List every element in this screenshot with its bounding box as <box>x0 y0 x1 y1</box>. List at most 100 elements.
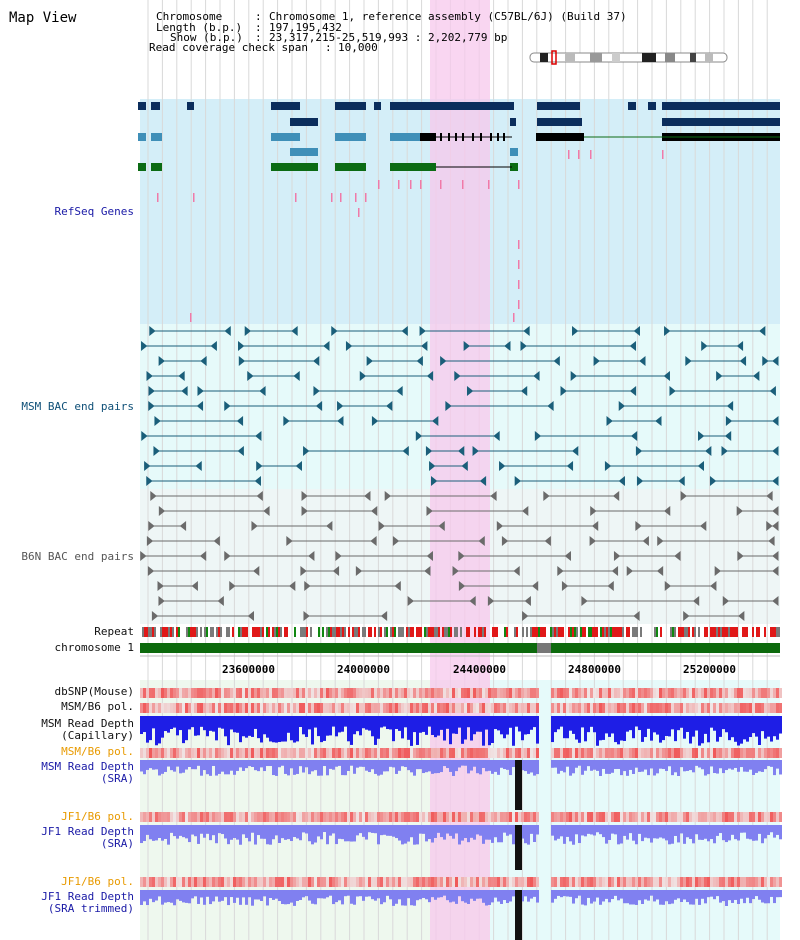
snp-cell <box>755 877 758 887</box>
snp-cell <box>665 877 668 887</box>
track-label-b6n-bac[interactable]: B6N BAC end pairs <box>21 550 134 563</box>
snp-cell <box>665 748 668 758</box>
depth-bar <box>251 760 254 767</box>
snp-cell <box>374 812 377 822</box>
snp-cell <box>566 812 569 822</box>
snp-cell <box>206 688 209 698</box>
msm-bac-end <box>572 445 579 457</box>
snp-cell <box>359 703 362 713</box>
depth-bar <box>521 825 524 839</box>
snp-cell <box>314 748 317 758</box>
repeat-mark <box>212 627 214 637</box>
depth-bar <box>284 760 287 774</box>
snp-cell <box>428 812 431 822</box>
snp-cell <box>407 703 410 713</box>
depth-bar <box>179 760 182 774</box>
msm-bac-end <box>457 445 465 457</box>
snp-cell <box>521 877 524 887</box>
snp-cell <box>320 748 323 758</box>
snp-cell <box>461 703 464 713</box>
gene-feature <box>390 133 420 141</box>
track-label-jf1-depth-trim-sub: (SRA trimmed) <box>47 902 134 915</box>
snp-cell <box>194 748 197 758</box>
depth-bar <box>263 890 266 897</box>
depth-bar <box>773 716 776 737</box>
depth-bar <box>470 716 473 741</box>
depth-bar <box>596 825 599 833</box>
snp-cell <box>683 748 686 758</box>
snp-cell <box>596 812 599 822</box>
depth-bar <box>173 716 176 728</box>
depth-bar <box>503 716 506 739</box>
snp-cell <box>284 877 287 887</box>
depth-bar <box>704 760 707 776</box>
snp-cell <box>524 688 527 698</box>
snp-cell <box>212 812 215 822</box>
depth-bar <box>194 890 197 897</box>
repeat-mark <box>726 627 728 637</box>
depth-bar <box>524 760 527 772</box>
depth-bar <box>482 760 485 768</box>
gene-feature <box>628 102 636 110</box>
snp-cell <box>452 688 455 698</box>
snp-cell <box>314 812 317 822</box>
depth-bar <box>527 825 530 845</box>
msm-bac-end <box>629 340 637 352</box>
repeat-mark <box>144 627 146 637</box>
depth-bar <box>563 716 566 739</box>
depth-bar <box>473 890 476 901</box>
depth-bar <box>596 760 599 771</box>
snp-cell <box>503 688 506 698</box>
depth-bar <box>434 760 437 774</box>
snp-cell <box>317 812 320 822</box>
depth-bar <box>770 716 773 742</box>
depth-bar <box>677 760 680 776</box>
snp-cell <box>320 812 323 822</box>
b6n-bac-end <box>158 595 165 607</box>
depth-bar <box>326 760 329 776</box>
snp-cell <box>266 877 269 887</box>
depth-bar <box>308 760 311 775</box>
b6n-bac-end <box>308 550 315 562</box>
snp-cell <box>374 877 377 887</box>
msm-bac-end <box>323 340 330 352</box>
depth-bar <box>716 825 719 836</box>
snp-cell <box>575 748 578 758</box>
depth-bar <box>710 716 713 728</box>
depth-bar <box>680 825 683 834</box>
snp-cell <box>620 877 623 887</box>
repeat-mark <box>584 627 586 637</box>
snp-cell <box>380 748 383 758</box>
track-label-refseq[interactable]: RefSeq Genes <box>54 205 134 218</box>
snp-cell <box>479 812 482 822</box>
snp-cell <box>563 877 566 887</box>
snp-cell <box>392 877 395 887</box>
snp-cell <box>569 748 572 758</box>
snp-cell <box>140 703 143 713</box>
depth-bar <box>311 716 314 745</box>
snp-cell <box>551 748 554 758</box>
depth-bar <box>425 890 428 900</box>
snp-cell <box>173 812 176 822</box>
snp-cell <box>356 748 359 758</box>
depth-bar <box>335 760 338 767</box>
snp-cell <box>338 812 341 822</box>
snp-cell <box>347 812 350 822</box>
b6n-bac-end <box>737 550 744 562</box>
snp-cell <box>776 688 779 698</box>
track-label-msm-bac[interactable]: MSM BAC end pairs <box>21 400 134 413</box>
depth-bar <box>758 716 761 746</box>
snp-cell <box>260 748 263 758</box>
depth-bar <box>290 760 293 769</box>
repeat-mark <box>744 627 746 637</box>
depth-bar <box>311 760 314 772</box>
snp-cell <box>419 703 422 713</box>
snp-cell <box>371 703 374 713</box>
depth-bar <box>455 760 458 772</box>
msm-bac-end <box>197 385 204 397</box>
depth-bar <box>491 890 494 903</box>
depth-bar <box>425 716 428 735</box>
snp-cell <box>410 748 413 758</box>
snp-cell <box>140 877 143 887</box>
b6n-bac-end <box>522 505 529 517</box>
